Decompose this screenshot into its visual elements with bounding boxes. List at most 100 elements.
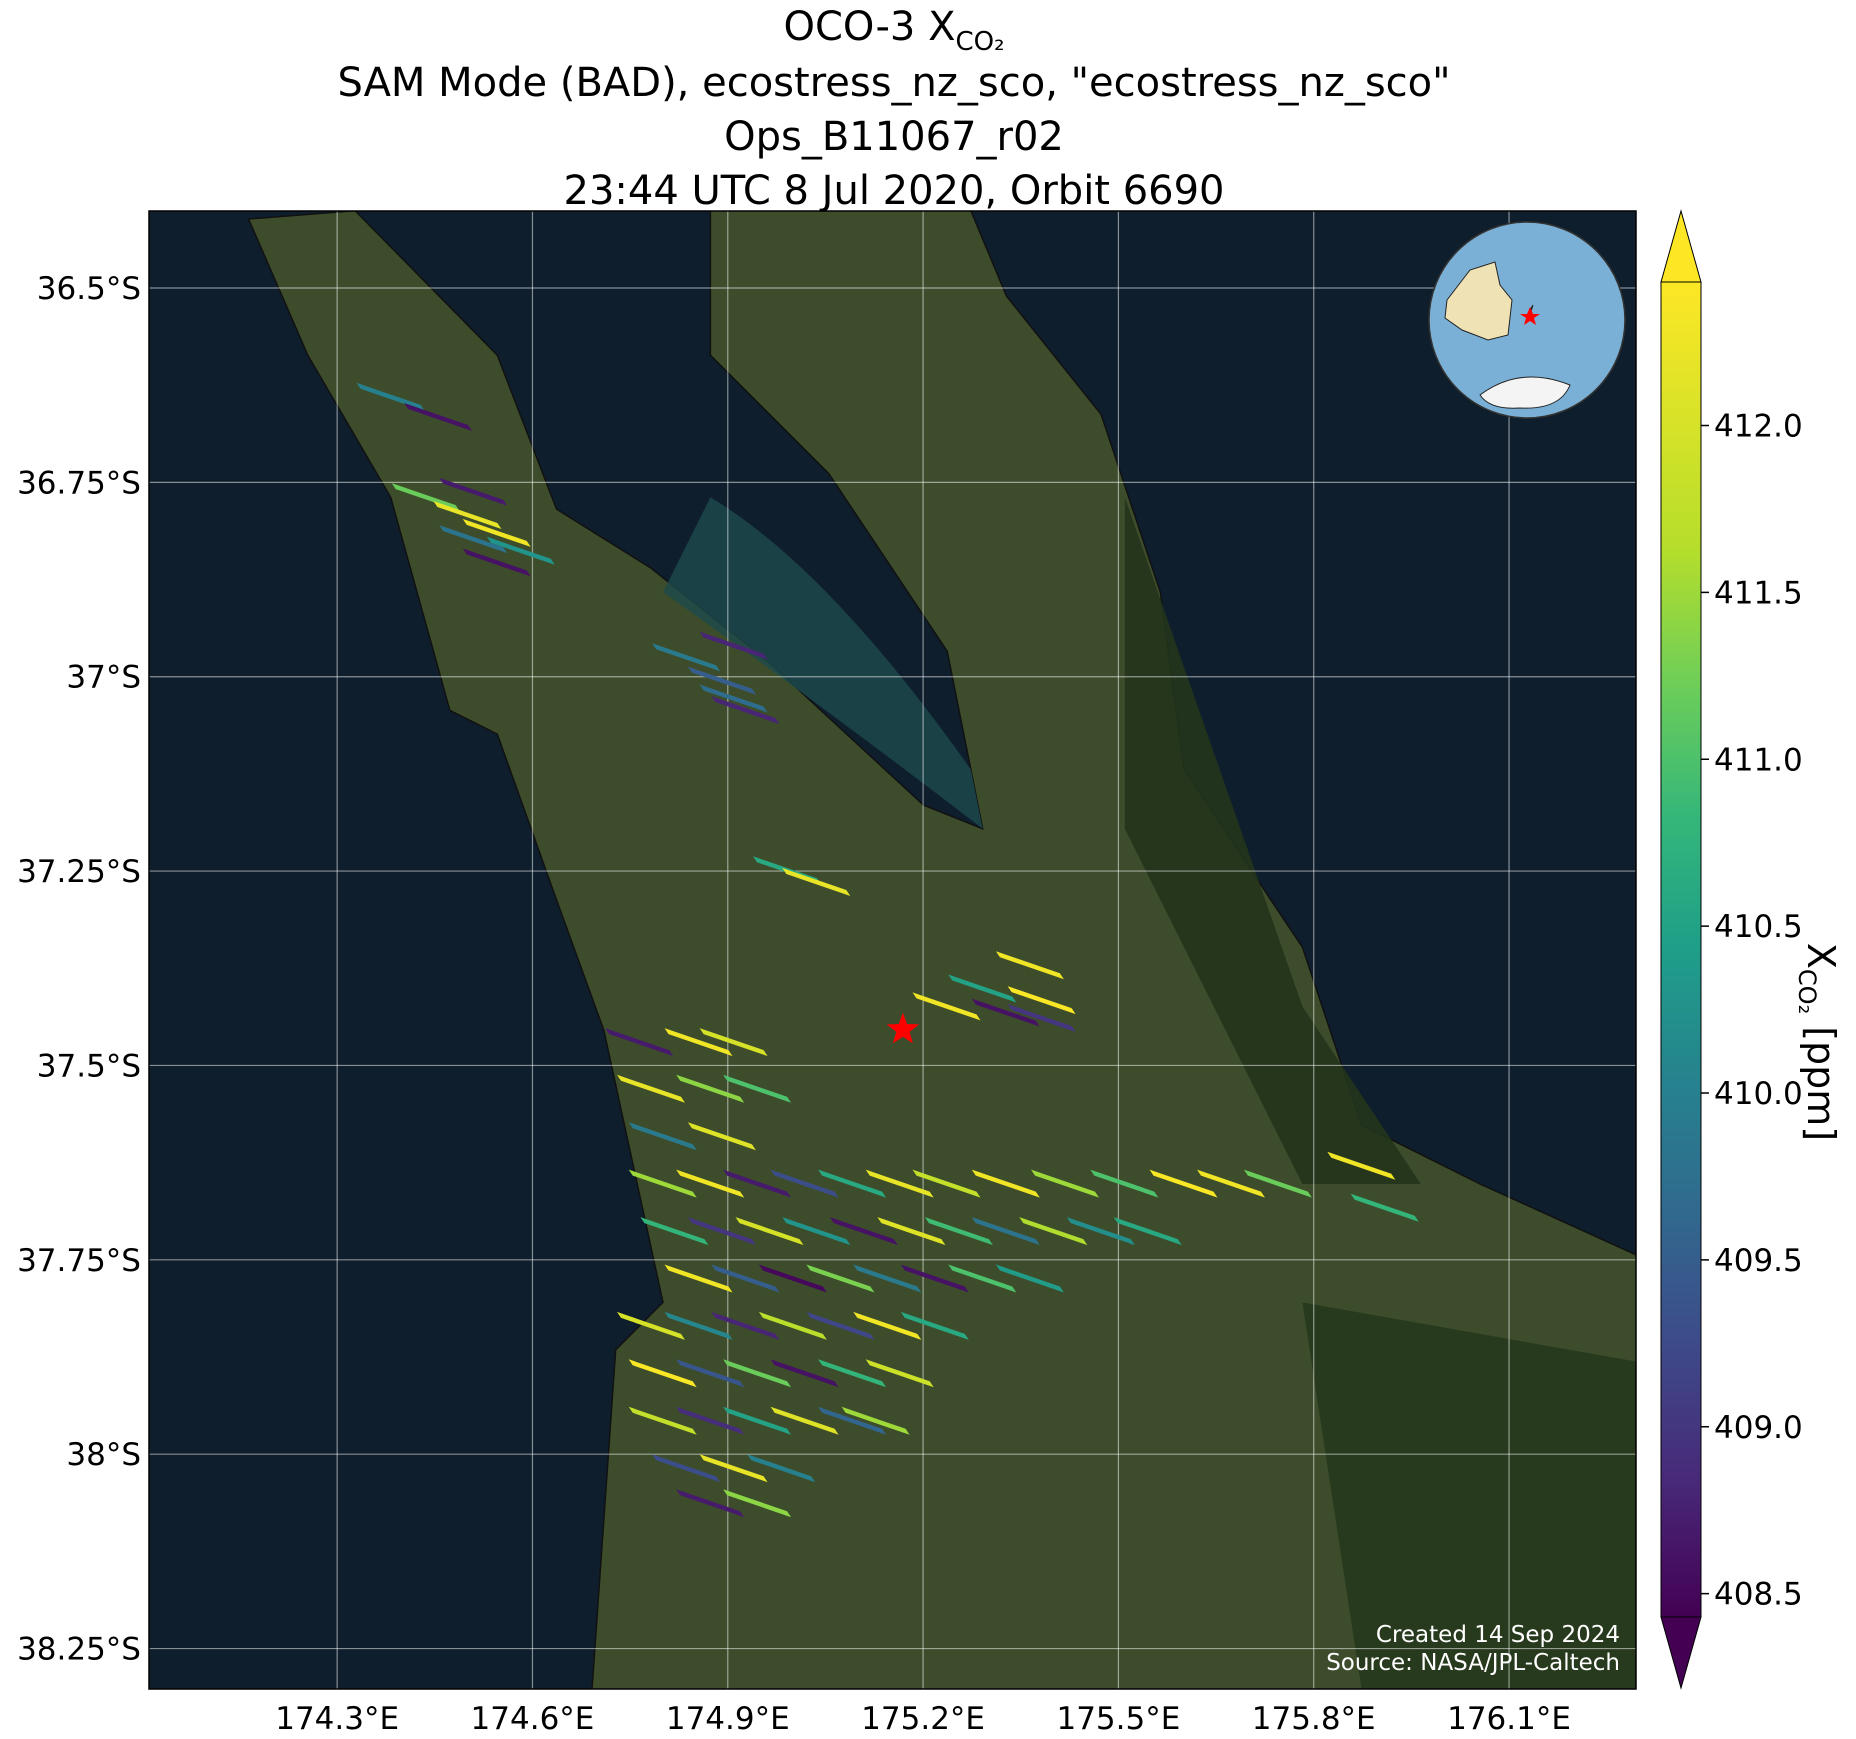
title-subscript: CO₂ bbox=[955, 27, 1004, 57]
colorbar-label: XCO₂ [ppm] bbox=[1793, 943, 1843, 1141]
colorbar-frame bbox=[1660, 281, 1702, 1618]
sounding bbox=[806, 1311, 875, 1340]
x-tick-label: 175.8°E bbox=[1252, 1701, 1376, 1737]
sounding bbox=[676, 1169, 745, 1198]
sounding bbox=[1243, 1169, 1312, 1198]
colorbar-tick-label: 411.0 bbox=[1714, 742, 1803, 778]
sounding bbox=[1007, 1004, 1076, 1032]
sounding bbox=[404, 403, 473, 431]
globe-target bbox=[1520, 307, 1540, 325]
sounding bbox=[758, 1311, 827, 1340]
sounding bbox=[924, 1217, 993, 1246]
sounding bbox=[462, 518, 531, 547]
x-tick-label: 175.2°E bbox=[861, 1701, 985, 1737]
sounding bbox=[723, 1406, 792, 1435]
colorbar-label-unit: [ppm] bbox=[1799, 1026, 1843, 1141]
sounding bbox=[877, 1217, 946, 1246]
sounding bbox=[900, 1311, 969, 1340]
sounding bbox=[782, 1217, 851, 1246]
x-tick-label: 174.9°E bbox=[666, 1701, 790, 1737]
sounding bbox=[948, 974, 1017, 1003]
y-tick-label: 37°S bbox=[66, 660, 141, 696]
sounding bbox=[664, 1264, 733, 1293]
sounding bbox=[723, 1489, 792, 1518]
colorbar-tick-label: 412.0 bbox=[1714, 409, 1803, 445]
sounding bbox=[676, 1489, 745, 1518]
y-tick-label: 38.25°S bbox=[17, 1632, 141, 1668]
sounding bbox=[995, 1264, 1064, 1293]
x-tick-label: 176.1°E bbox=[1447, 1701, 1571, 1737]
subtitle: SAM Mode (BAD), ecostress_nz_sco, "ecost… bbox=[337, 60, 1450, 106]
sounding bbox=[1350, 1193, 1419, 1222]
sounding bbox=[687, 666, 756, 695]
sounding bbox=[865, 1359, 934, 1388]
sounding bbox=[723, 1074, 792, 1103]
colorbar bbox=[1660, 209, 1709, 1690]
sounding bbox=[617, 1074, 685, 1103]
map-frame bbox=[148, 210, 1637, 1690]
sounding bbox=[995, 951, 1064, 980]
sounding bbox=[971, 1169, 1040, 1198]
sounding bbox=[1149, 1169, 1218, 1198]
sounding bbox=[699, 631, 768, 660]
sounding bbox=[723, 1169, 792, 1198]
subtitle: 23:44 UTC 8 Jul 2020, Orbit 6690 bbox=[564, 168, 1225, 214]
title: OCO-3 XCO₂ bbox=[783, 4, 1004, 57]
sounding bbox=[1197, 1169, 1265, 1198]
sounding bbox=[853, 1264, 922, 1293]
sounding bbox=[735, 1217, 804, 1246]
x-tick-label: 175.5°E bbox=[1056, 1701, 1180, 1737]
sounding bbox=[829, 1217, 898, 1246]
sounding bbox=[912, 1169, 981, 1198]
sounding bbox=[699, 1028, 768, 1057]
sounding bbox=[676, 1406, 745, 1435]
shallow-water bbox=[663, 497, 983, 829]
sounding bbox=[782, 868, 851, 896]
forest bbox=[1124, 497, 1421, 1184]
sounding bbox=[818, 1169, 887, 1198]
sounding bbox=[628, 1169, 697, 1198]
colorbar-tick-label: 408.5 bbox=[1714, 1577, 1803, 1613]
y-tick-label: 37.5°S bbox=[37, 1048, 141, 1084]
sounding bbox=[391, 483, 460, 512]
sounding bbox=[617, 1311, 685, 1340]
sounding bbox=[912, 992, 981, 1021]
sounding bbox=[439, 477, 508, 506]
colorbar-label-subscript: CO₂ bbox=[1793, 969, 1821, 1014]
sounding bbox=[971, 998, 1040, 1027]
sounding bbox=[1031, 1169, 1099, 1198]
sounding bbox=[676, 1074, 745, 1103]
footnotes: Created 14 Sep 2024 Source: NASA/JPL-Cal… bbox=[1326, 1622, 1620, 1676]
sounding bbox=[711, 1264, 780, 1293]
sounding bbox=[676, 1359, 745, 1388]
sounding bbox=[699, 684, 768, 713]
y-tick-label: 38°S bbox=[66, 1437, 141, 1473]
y-tick-label: 36.75°S bbox=[17, 465, 141, 501]
sounding bbox=[664, 1311, 733, 1340]
sounding bbox=[628, 1406, 697, 1435]
sounding bbox=[664, 1028, 733, 1057]
sounding bbox=[628, 1122, 697, 1151]
sounding bbox=[770, 1406, 839, 1435]
x-tick-label: 174.3°E bbox=[275, 1701, 399, 1737]
sounding bbox=[439, 525, 508, 554]
sounding bbox=[747, 1454, 816, 1483]
x-tick-label: 174.6°E bbox=[471, 1701, 595, 1737]
sounding bbox=[652, 1454, 721, 1483]
sounding bbox=[971, 1217, 1040, 1246]
target-marker bbox=[886, 1012, 920, 1044]
colorbar-tick-label: 410.0 bbox=[1714, 1076, 1803, 1112]
inset-globe bbox=[1428, 221, 1626, 419]
globe-antarctica bbox=[1479, 376, 1571, 409]
sounding bbox=[1019, 1217, 1088, 1246]
colorbar-extend-top bbox=[1660, 209, 1702, 283]
sounding bbox=[605, 1028, 674, 1057]
colorbar-tick-label: 410.5 bbox=[1714, 909, 1803, 945]
sounding bbox=[462, 548, 531, 577]
sounding bbox=[652, 643, 721, 672]
sounding bbox=[711, 1311, 780, 1340]
title-text: OCO-3 X bbox=[783, 4, 955, 50]
y-tick-label: 37.75°S bbox=[17, 1243, 141, 1279]
